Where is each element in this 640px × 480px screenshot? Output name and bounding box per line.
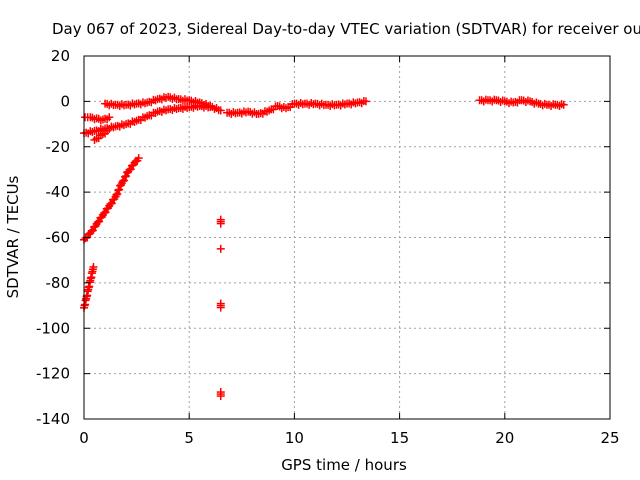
x-tick-label: 10 [285,429,304,447]
x-tick-label: 15 [390,429,409,447]
data-point [105,113,114,122]
axis-ticks: 0 5 10 15 20 25 20 0 -20 -40 -60 -80 -100 -120 -140 [36,47,620,447]
data-point [103,126,112,135]
data-point [101,208,110,217]
x-tick-label: 25 [600,429,619,447]
data-point [119,176,128,185]
data-point [216,244,225,253]
data-point [216,392,225,401]
data-point [107,199,116,208]
y-tick-label: -120 [36,365,70,383]
x-tick-label: 20 [495,429,514,447]
data-point [361,97,370,106]
data-point [126,165,135,174]
data-point [113,189,122,198]
x-axis-label: GPS time / hours [281,456,407,474]
y-tick-label: -20 [46,138,71,156]
y-tick-label: -40 [46,183,71,201]
y-tick-label: -100 [36,319,70,337]
y-tick-label: -140 [36,410,70,428]
data-point [559,100,568,109]
data-point [122,172,131,181]
data-point [134,154,143,163]
grid [84,56,610,419]
y-tick-label: 20 [51,47,70,65]
y-tick-label: -60 [46,229,71,247]
data-point [89,262,98,271]
data-point [115,185,124,194]
y-tick-label: -80 [46,274,71,292]
x-tick-label: 5 [184,429,194,447]
data-points [80,92,568,401]
y-axis-label: SDTVAR / TECUs [4,175,22,298]
data-point [216,219,225,228]
data-point [216,106,225,115]
y-tick-label: 0 [60,92,70,110]
data-point [88,226,97,235]
data-point [216,303,225,312]
chart-title: Day 067 of 2023, Sidereal Day-to-day VTE… [52,20,640,38]
data-point [95,217,104,226]
x-tick-label: 0 [79,429,89,447]
